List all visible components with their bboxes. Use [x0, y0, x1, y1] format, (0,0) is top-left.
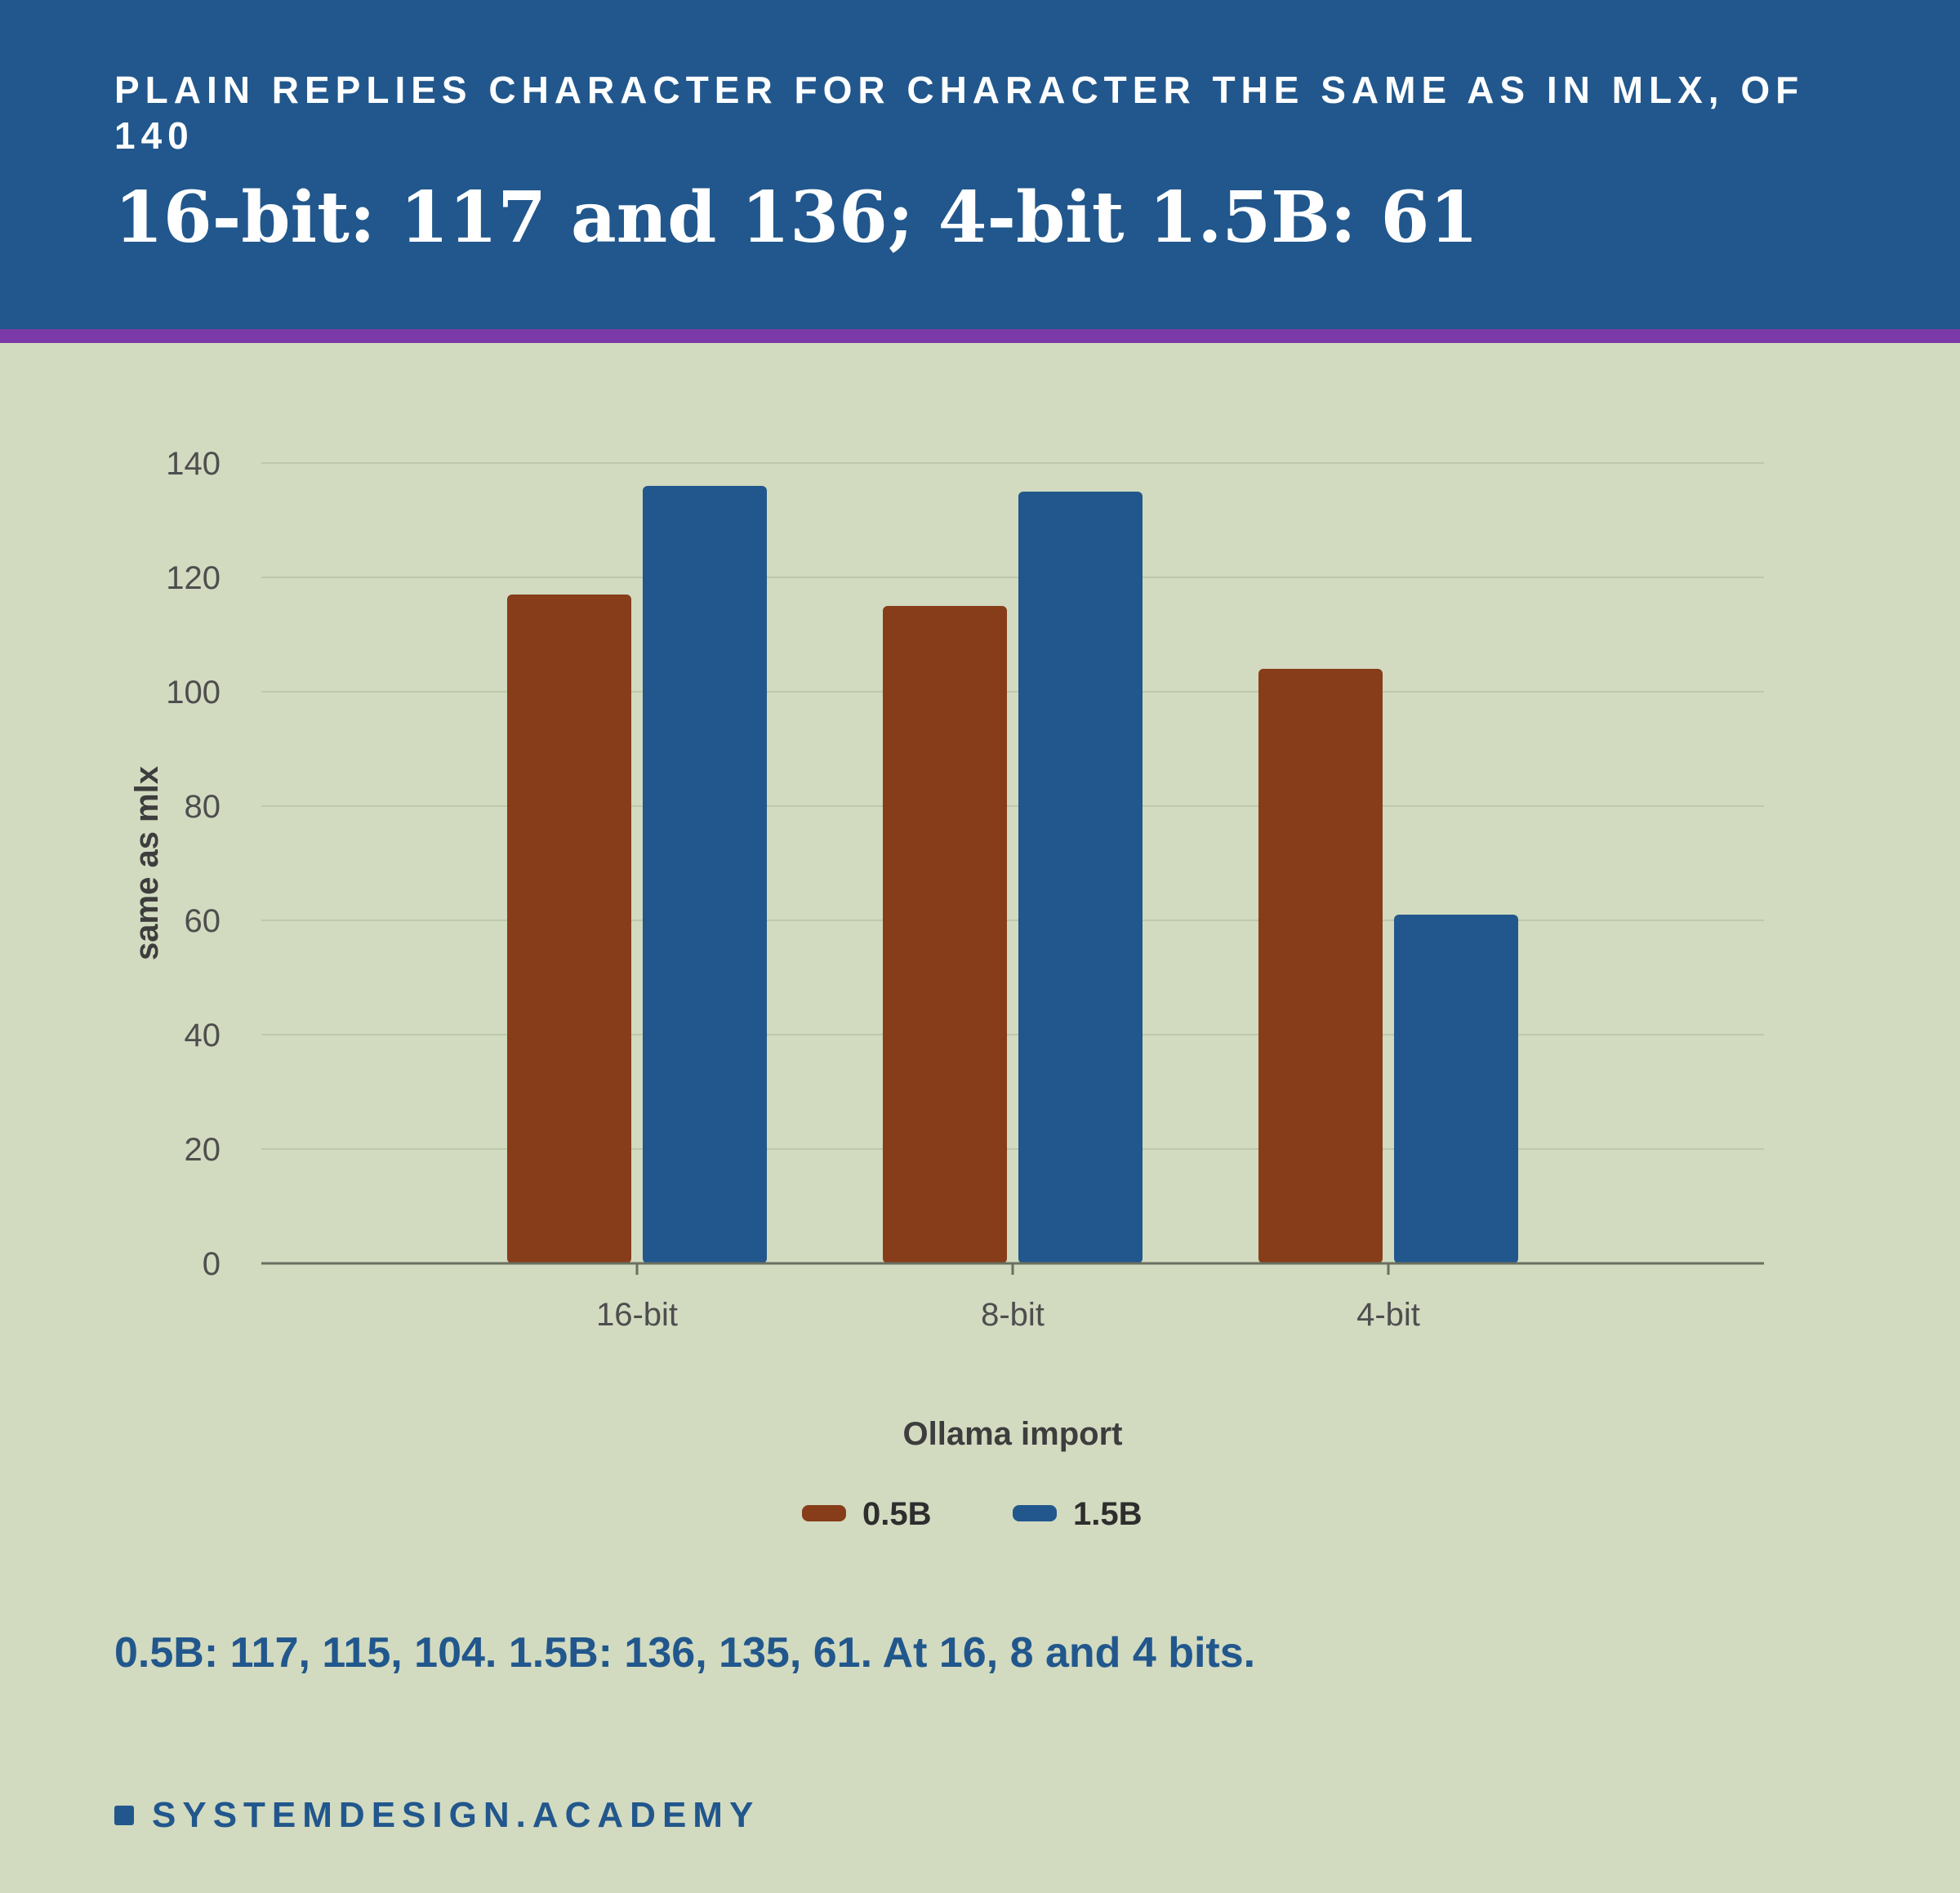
y-tick-label: 100 — [166, 675, 220, 710]
legend-label-1.5B: 1.5B — [1073, 1496, 1143, 1532]
header-accent-stripe — [0, 329, 1960, 343]
x-axis-title: Ollama import — [903, 1416, 1123, 1452]
x-tick-label: 8-bit — [981, 1297, 1045, 1333]
bar-0.5B-4-bit — [1258, 669, 1383, 1263]
legend-swatch-1.5B — [1013, 1505, 1057, 1521]
y-axis-ticks: 0 20 40 60 80 100 120 140 — [166, 446, 220, 1282]
bar-0.5B-16-bit — [507, 595, 631, 1263]
y-tick-label: 0 — [203, 1246, 220, 1282]
bars — [507, 486, 1518, 1263]
x-axis: 16-bit 8-bit 4-bit — [261, 1262, 1764, 1333]
y-tick-label: 40 — [185, 1018, 221, 1053]
bar-1.5B-4-bit — [1394, 915, 1518, 1263]
grid-lines — [261, 462, 1764, 1150]
y-tick-label: 80 — [185, 789, 221, 825]
headline: 16-bit: 117 and 136; 4-bit 1.5B: 61 — [114, 176, 1479, 259]
legend: 0.5B 1.5B — [802, 1496, 1143, 1532]
bar-1.5B-16-bit — [643, 486, 767, 1263]
bar-0.5B-8-bit — [883, 606, 1007, 1263]
header-banner: PLAIN REPLIES CHARACTER FOR CHARACTER TH… — [0, 0, 1960, 329]
square-icon — [114, 1806, 134, 1825]
brand-name: SYSTEMDESIGN.ACADEMY — [152, 1795, 760, 1835]
bar-chart: 0 20 40 60 80 100 120 140 16-bit 8-bit 4-bit same… — [129, 446, 1764, 1532]
y-axis-title: same as mlx — [129, 766, 165, 960]
legend-label-0.5B: 0.5B — [862, 1496, 932, 1532]
caption: 0.5B: 117, 115, 104. 1.5B: 136, 135, 61.… — [114, 1629, 1256, 1677]
y-tick-label: 140 — [166, 446, 220, 482]
bar-1.5B-8-bit — [1018, 492, 1143, 1263]
eyebrow-text: PLAIN REPLIES CHARACTER FOR CHARACTER TH… — [114, 69, 1805, 157]
legend-swatch-0.5B — [802, 1505, 846, 1521]
y-tick-label: 60 — [185, 903, 221, 939]
x-tick-label: 16-bit — [596, 1297, 678, 1333]
y-tick-label: 120 — [166, 560, 220, 596]
brand: SYSTEMDESIGN.ACADEMY — [114, 1793, 760, 1838]
y-tick-label: 20 — [185, 1132, 221, 1168]
x-tick-label: 4-bit — [1356, 1297, 1420, 1333]
